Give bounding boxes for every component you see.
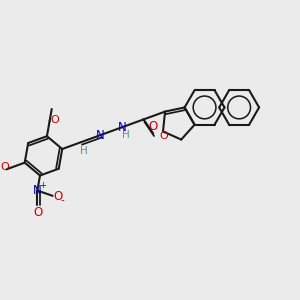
- Text: O: O: [159, 131, 168, 141]
- Text: -: -: [60, 196, 64, 206]
- Text: H: H: [80, 146, 87, 156]
- Text: N: N: [96, 129, 105, 142]
- Text: O: O: [33, 206, 42, 219]
- Text: H: H: [122, 130, 129, 140]
- Text: N: N: [118, 121, 126, 134]
- Text: +: +: [39, 181, 46, 190]
- Text: N: N: [33, 184, 42, 197]
- Text: O: O: [54, 190, 63, 203]
- Text: O: O: [148, 120, 158, 133]
- Text: O: O: [1, 162, 10, 172]
- Text: O: O: [51, 115, 59, 125]
